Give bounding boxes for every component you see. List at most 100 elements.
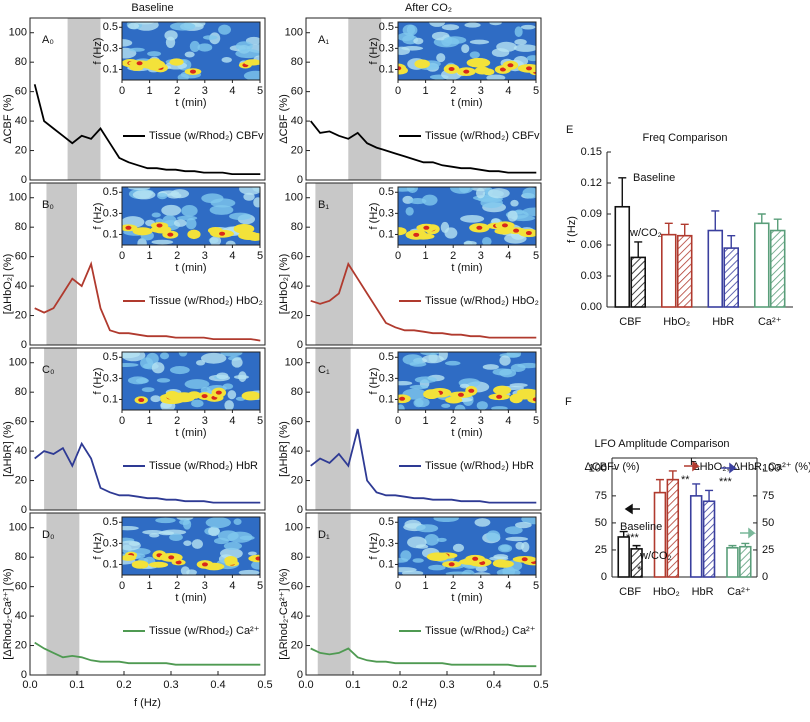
spectrogram-blob [147,51,162,57]
inset-x-tick-label: 0 [119,250,125,262]
bar [723,247,739,308]
y-tick-label: 0.00 [581,301,602,313]
inset-y-label: f (Hz) [92,38,104,65]
inset-y-tick-label: 0.5 [379,516,394,528]
inset-y-label: f (Hz) [368,203,380,230]
spectrogram-blob [517,362,536,369]
bar [702,500,716,578]
spectrogram-blob [217,530,239,542]
spectrogram-blob [196,359,206,366]
spectrogram-blob [474,518,491,527]
spectrogram-blob [142,529,164,535]
panel-label: B₁ [318,199,329,211]
spectrogram-blob [426,552,449,562]
inset-y-tick-label: 0.5 [379,351,394,363]
inset-y-tick-label: 0.1 [379,393,394,405]
inset-x-label: t (min) [451,427,482,439]
inset-x-tick-label: 0 [119,415,125,427]
spectrogram-blob [398,557,409,563]
spectrogram-blob [398,32,415,42]
spectrogram-blob [526,55,536,62]
panel-label: B₀ [42,199,54,211]
spectrogram-blob [398,63,407,73]
inset-y-tick-label: 0.1 [379,63,394,75]
error-bar [668,470,677,480]
y-tick-label: 80 [15,56,27,68]
inset-y-tick-label: 0.1 [103,228,118,240]
spectrogram-blob [463,240,477,245]
spectrogram-blob [515,541,525,550]
spectrogram-blob [459,383,470,389]
legend-label: Tissue (w/Rhod₂) HbO₂ [425,295,539,307]
spectrogram-blob [127,22,140,30]
spectrogram-blob [233,375,249,380]
inset-x-tick-label: 4 [229,250,235,262]
spectrogram-blob [507,210,518,222]
spectrogram-blob [509,383,528,388]
spectrogram-blob [132,190,156,200]
legend-label: Tissue (w/Rhod₂) CBFv [149,130,264,142]
spectrogram [122,352,260,410]
spectrogram-blob [521,557,528,562]
inset-frame [397,516,537,576]
spectrogram-blob [138,398,145,403]
y-tick-label: 20 [291,309,303,321]
inset-x-tick-label: 4 [505,415,511,427]
spectrogram-blob [421,354,444,364]
x-tick-label: Ca²⁺ [727,586,751,598]
spectrogram-blob [457,392,464,397]
error-bar [619,530,628,537]
y-axis-label: f (Hz) [566,216,578,243]
bar [707,229,724,308]
annotation: F [690,456,697,468]
y-tick-label: 20 [291,144,303,156]
legend-label: Tissue (w/Rhod₂) HbR [425,460,534,472]
spectrogram-blob [401,570,424,575]
inset-x-label: t (min) [175,97,206,109]
spectrogram-blob [491,406,508,410]
y-tick-label: 100 [9,192,27,204]
inset-y-tick-label: 0.3 [103,42,118,54]
inset-x-tick-label: 4 [229,85,235,97]
y-tick-label: 60 [291,416,303,428]
error-bar [757,213,766,224]
inset-x-tick-label: 3 [478,415,484,427]
error-bar [773,218,782,231]
spectrogram-blob [157,192,168,200]
y-tick-label: 40 [15,610,27,622]
inset-frame [121,21,261,81]
bar [676,234,693,308]
spectrogram-blob [476,225,483,230]
inset-y-tick-label: 0.3 [103,372,118,384]
inset-frame [397,351,537,411]
inset-x-tick-label: 1 [147,250,153,262]
spectrum-line [309,120,537,174]
spectrogram-blob [489,22,502,26]
spectrogram-blob [414,376,437,384]
x-tick-label: HbO₂ [663,316,690,328]
spectrogram-blob [183,540,192,546]
spectrogram-blob [122,39,133,47]
y-axis-label: [ΔHbR] (%) [278,421,290,477]
spectrogram-blob [405,206,414,216]
spectrogram-blob [189,40,200,53]
spectrogram-blob [200,352,227,364]
inset-x-tick-label: 4 [505,580,511,592]
spectrogram-blob [421,194,438,206]
y-tick-label: 100 [9,27,27,39]
spectrogram-blob [472,556,479,561]
plot-frame [305,17,542,181]
y-tick-label: 40 [291,115,303,127]
bar [614,205,631,308]
spectrogram-blob [448,67,455,72]
panel-label: D₁ [318,529,330,541]
y-tick-label: 20 [15,474,27,486]
y-axis-label: ΔCBF (%) [278,94,290,144]
y-tick-label: 50 [595,517,607,529]
spectrogram-blob [406,24,416,35]
spectrogram-blob [209,205,234,215]
inset-x-tick-label: 0 [119,85,125,97]
inset-x-tick-label: 2 [174,415,180,427]
spectrogram-blob [165,391,181,400]
x-tick-label: HbO₂ [653,586,680,598]
